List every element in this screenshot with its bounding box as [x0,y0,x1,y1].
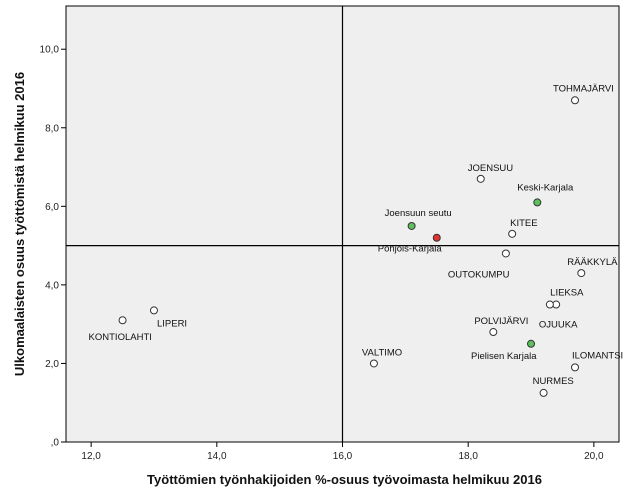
data-label-rääkkylä: RÄÄKKYLÄ [567,257,618,268]
data-label-keski-karjala: Keski-Karjala [517,182,574,193]
data-point-joensuun-seutu [407,221,416,230]
data-label-kitee: KITEE [510,218,537,229]
data-label-valtimo: VALTIMO [362,347,402,358]
x-tick-label: 20,0 [584,451,604,462]
data-label-liperi: LIPERI [157,318,187,329]
x-tick-label: 12,0 [81,451,101,462]
data-label-ilomantsi: ILOMANTSI [572,350,623,361]
data-label-pielisen-karjala: Pielisen Karjala [471,351,537,362]
data-point-liperi [149,306,158,315]
reference-lines [66,6,619,442]
data-point-polvijärvi [489,328,498,337]
y-tick-label: 10,0 [40,45,60,56]
x-tick-label: 18,0 [458,451,478,462]
data-point-kitee [508,229,517,238]
data-label-pohjois-karjala: Pohjois-Karjala [378,244,443,255]
data-label-joensuun-seutu: Joensuun seutu [385,208,452,219]
data-point-pielisen-karjala [527,339,536,348]
y-tick-label: 6,0 [45,202,59,213]
x-tick-label: 14,0 [207,451,227,462]
data-label-lieksa: LIEKSA [550,288,584,299]
y-tick-label: ,0 [51,438,60,449]
data-label-polvijärvi: POLVIJÄRVI [474,316,528,327]
data-label-kontiolahti: KONTIOLAHTI [89,332,152,343]
data-point-ilomantsi [571,363,580,372]
data-label-joensuu: JOENSUU [468,163,514,174]
data-point-joensuu [476,174,485,183]
data-label-nurmes: NURMES [533,376,574,387]
y-axis-title: Ulkomaalaisten osuus työttömistä helmiku… [12,72,27,376]
data-point-tohmajärvi [571,96,580,105]
x-axis: 12,0 14,0 16,0 18,0 20,0 [81,442,604,462]
data-point-rääkkylä [577,269,586,278]
data-points [118,96,586,397]
data-point-pohjois-karjala [432,233,441,242]
y-tick-label: 4,0 [45,280,59,291]
data-point-kontiolahti [118,316,127,325]
data-label-tohmajärvi: TOHMAJÄRVI [553,83,614,94]
data-point-keski-karjala [533,198,542,207]
y-axis: ,0 2,0 4,0 6,0 8,0 10,0 [40,45,66,449]
data-point-valtimo [369,359,378,368]
data-label-outokumpu: OUTOKUMPU [448,269,510,280]
data-point-nurmes [539,388,548,397]
data-point-ojuuka [545,300,554,309]
data-point-outokumpu [501,249,510,258]
x-tick-label: 16,0 [333,451,353,462]
data-label-ojuuka: OJUUKA [539,320,578,331]
y-tick-label: 8,0 [45,123,59,134]
x-axis-title: Työttömien työnhakijoiden %-osuus työvoi… [147,472,542,487]
y-tick-label: 2,0 [45,359,59,370]
